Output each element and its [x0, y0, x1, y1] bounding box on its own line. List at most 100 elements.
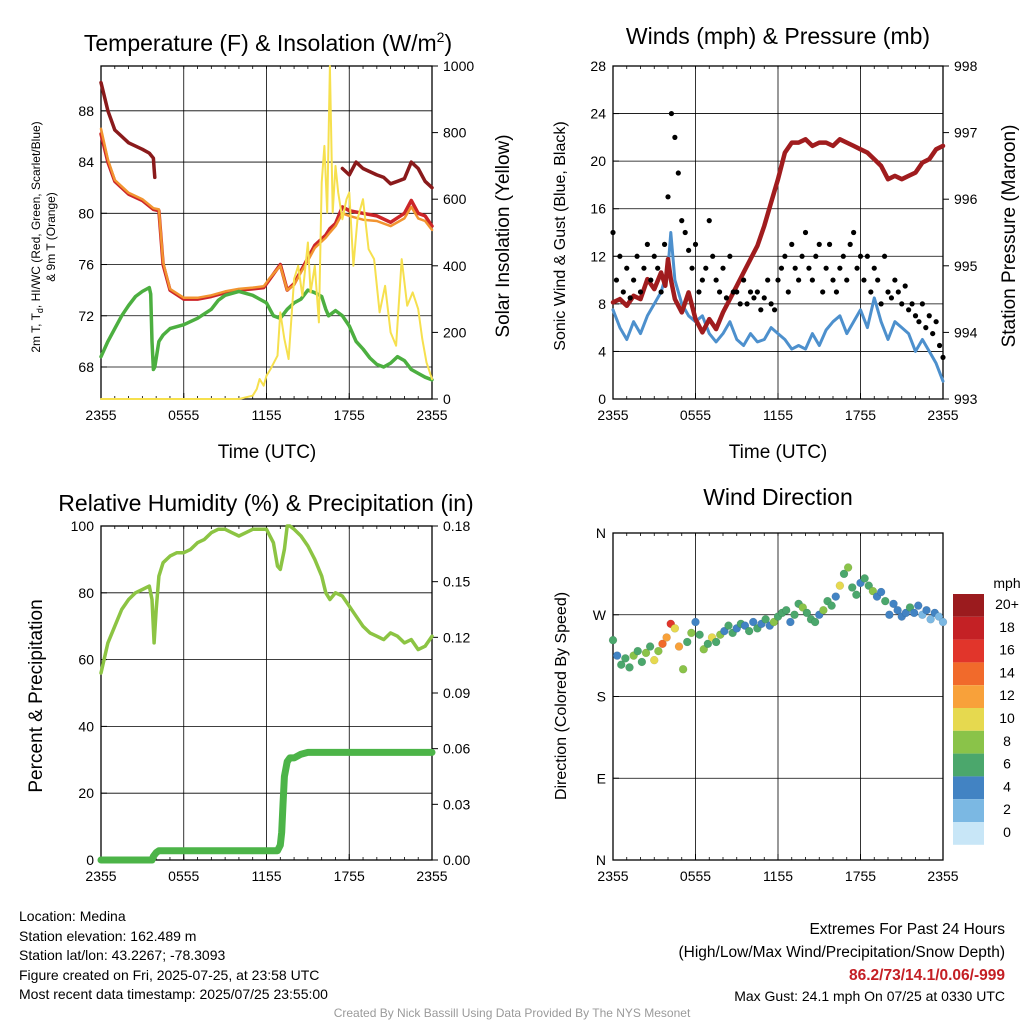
- direction-point: [637, 657, 647, 667]
- gust-point: [758, 307, 764, 313]
- legend-label: 6: [1003, 756, 1011, 772]
- x-tick-label: 2355: [927, 407, 958, 423]
- direction-panel-title: Wind Direction: [703, 484, 853, 510]
- humidity-panel-title: Relative Humidity (%) & Precipitation (i…: [58, 490, 473, 516]
- gust-point: [727, 253, 733, 259]
- gust-point: [906, 307, 912, 313]
- direction-point: [831, 592, 840, 601]
- legend-label: 8: [1003, 733, 1011, 749]
- x-tick-label: 2355: [416, 868, 447, 884]
- y-tick-label: S: [597, 689, 606, 705]
- direction-point: [893, 605, 902, 615]
- gust-point: [644, 241, 650, 247]
- gust-point: [899, 301, 905, 307]
- gust-point: [857, 253, 864, 259]
- y2-tick-label: 0.18: [443, 518, 470, 534]
- y2-tick-label: 400: [443, 258, 467, 274]
- x-tick-label: 1155: [251, 407, 281, 423]
- x-tick-label: 0555: [168, 407, 199, 423]
- extremes-title: Extremes For Past 24 Hours: [809, 921, 1005, 938]
- gust-point: [703, 265, 709, 271]
- gust-point: [710, 253, 716, 259]
- gust-point: [881, 253, 888, 259]
- direction-point: [852, 590, 861, 600]
- winds-pressure-chart: 2355 0555 1155 1755 235504812162024289939949…: [590, 58, 977, 423]
- gust-point: [892, 277, 898, 283]
- direction-point: [790, 610, 799, 619]
- legend-label: 18: [999, 619, 1015, 635]
- gust-point: [706, 218, 712, 224]
- direction-left-axis-label: Direction (Colored By Speed): [553, 592, 570, 800]
- winds-x-axis-label: Time (UTC): [729, 442, 828, 463]
- y2-tick-label: 993: [954, 391, 978, 407]
- y2-tick-label: 996: [954, 191, 978, 207]
- direction-point: [934, 612, 944, 621]
- direction-point: [699, 645, 708, 654]
- extremes-info: Extremes For Past 24 Hours (High/Low/Max…: [679, 918, 1006, 1006]
- direction-point: [901, 608, 911, 618]
- direction-point: [612, 651, 622, 660]
- gust-point: [641, 265, 647, 271]
- legend-label: 0: [1003, 824, 1011, 840]
- extremes-subtitle: (High/Low/Max Wind/Precipitation/Snow De…: [678, 944, 1006, 961]
- legend-swatch: [953, 822, 984, 845]
- y2-tick-label: 0.12: [443, 629, 470, 645]
- gust-point: [864, 253, 870, 259]
- direction-point: [889, 599, 898, 609]
- y-tick-label: W: [593, 607, 607, 623]
- y-tick-label: 0: [598, 391, 606, 407]
- y2-tick-label: 800: [443, 125, 467, 141]
- y2-tick-label: 1000: [443, 58, 474, 74]
- legend-label: 12: [999, 687, 1015, 703]
- x-tick-label: 1755: [845, 407, 876, 423]
- direction-point: [827, 601, 836, 610]
- temperature-panel-title: Temperature (F) & Insolation (W/m2): [84, 29, 452, 56]
- gust-point: [665, 194, 671, 200]
- y-tick-label: 16: [590, 201, 606, 217]
- plot-frame: [100, 65, 433, 400]
- direction-point: [654, 646, 663, 656]
- direction-point: [641, 648, 651, 658]
- direction-point: [802, 608, 812, 618]
- direction-point: [621, 654, 630, 663]
- direction-point: [650, 655, 659, 665]
- gust-point: [747, 289, 754, 295]
- y2-tick-label: 0.15: [443, 574, 470, 590]
- x-tick-label: 1755: [334, 407, 365, 423]
- legend-swatch: [953, 708, 984, 731]
- temperature-left-axis-label: 2m T, Td, HI/WC (Red, Green, Scarlet/Blu…: [29, 121, 45, 352]
- direction-point: [683, 637, 692, 647]
- y-tick-label: 84: [78, 154, 94, 170]
- gust-point: [816, 241, 822, 247]
- gust-point: [713, 277, 719, 283]
- legend-label: 10: [999, 710, 1015, 726]
- gust-point: [651, 253, 657, 259]
- gust-point: [771, 307, 778, 313]
- y-tick-label: E: [597, 770, 606, 786]
- direction-point: [720, 626, 729, 636]
- direction-point: [905, 603, 915, 612]
- direction-point: [881, 596, 890, 606]
- speed-legend-title: mph: [993, 575, 1020, 591]
- gust-point: [655, 265, 661, 271]
- y-tick-label: 12: [590, 248, 606, 264]
- legend-label: 2: [1003, 801, 1011, 817]
- gust-point: [679, 218, 685, 224]
- direction-point: [864, 581, 873, 590]
- direction-point: [749, 617, 758, 627]
- y2-tick-label: 998: [954, 58, 978, 74]
- winds-right-axis-label: Station Pressure (Maroon): [999, 125, 1020, 348]
- legend-swatch: [953, 639, 984, 663]
- gust-point: [799, 253, 805, 259]
- direction-point: [938, 617, 948, 627]
- gust-point: [926, 313, 932, 319]
- gust-point: [792, 265, 798, 271]
- gust-point: [620, 289, 626, 295]
- legend-swatch: [953, 616, 984, 640]
- humidity-left-axis-label: Percent & Precipitation: [26, 599, 47, 792]
- gust-point: [847, 241, 853, 247]
- x-tick-label: 2355: [927, 868, 958, 884]
- gust-point: [627, 295, 633, 301]
